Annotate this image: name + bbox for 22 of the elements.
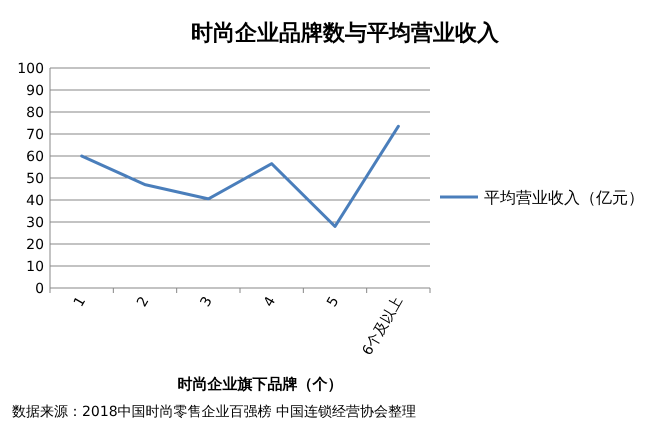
x-tick-label: 6个及以上 bbox=[359, 294, 406, 358]
x-tick-label: 2 bbox=[134, 294, 152, 310]
line-series bbox=[80, 124, 400, 228]
source-note: 数据来源：2018中国时尚零售企业百强榜 中国连锁经营协会整理 bbox=[12, 404, 416, 420]
x-axis-title: 时尚企业旗下品牌（个） bbox=[178, 375, 342, 393]
y-tick-label: 20 bbox=[26, 237, 44, 253]
y-tick-label: 40 bbox=[26, 193, 44, 209]
x-tick-label: 3 bbox=[197, 294, 216, 310]
x-tick-label: 4 bbox=[260, 294, 280, 310]
x-tick-label: 1 bbox=[70, 294, 90, 310]
y-tick-label: 30 bbox=[26, 215, 44, 231]
y-tick-label: 90 bbox=[26, 83, 44, 99]
y-tick-label: 100 bbox=[17, 61, 44, 77]
y-tick-label: 70 bbox=[26, 127, 44, 143]
y-tick-label: 10 bbox=[26, 259, 44, 275]
y-tick-label: 50 bbox=[26, 171, 44, 187]
y-tick-label: 80 bbox=[26, 105, 44, 121]
legend-label: 平均营业收入（亿元） bbox=[484, 188, 644, 207]
y-tick-label: 0 bbox=[35, 281, 44, 297]
y-tick-label: 60 bbox=[26, 149, 44, 165]
x-tick-label: 5 bbox=[324, 294, 342, 310]
chart-title: 时尚企业品牌数与平均营业收入 bbox=[191, 20, 500, 46]
